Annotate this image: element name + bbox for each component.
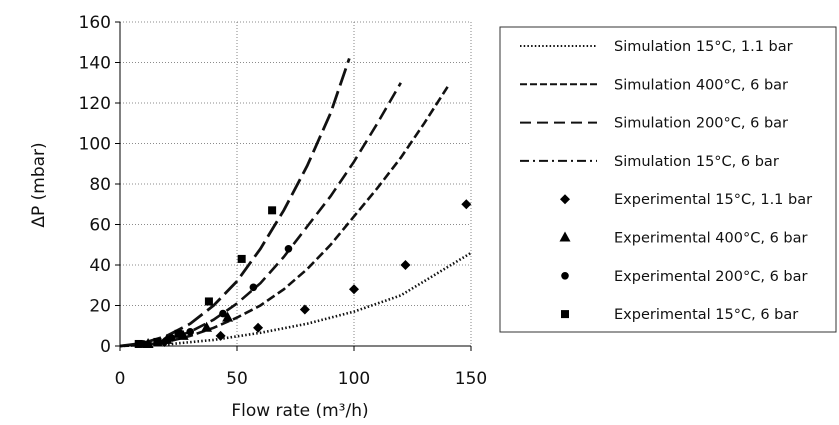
- y-axis-title: ΔP (mbar): [29, 142, 49, 227]
- legend-label: Experimental 400°C, 6 bar: [614, 231, 807, 247]
- data-point: [249, 283, 258, 292]
- series-2: [119, 86, 449, 348]
- grid: [120, 21, 472, 346]
- data-point: [237, 254, 246, 263]
- y-tick-label: 0: [100, 337, 111, 357]
- legend-entry: Simulation 400°C, 6 bar: [520, 77, 788, 93]
- axes: 0 20 40 60 80 100 120 140 160 0 50 100 150: [79, 13, 488, 389]
- y-tick-label: 140: [79, 54, 111, 74]
- x-axis-title: Flow rate (m³/h): [231, 401, 368, 421]
- y-tick-label: 20: [89, 297, 111, 317]
- data-point: [215, 330, 226, 341]
- data-point: [201, 321, 213, 332]
- y-tick-label: 120: [79, 94, 111, 114]
- series-line: [119, 86, 449, 348]
- x-tick-label: 100: [338, 369, 370, 389]
- legend-marker-swatch: [559, 231, 571, 242]
- data-point: [400, 260, 411, 270]
- data-point: [284, 245, 293, 253]
- data-point: [253, 322, 264, 333]
- legend: Simulation 15°C, 1.1 bar Simulation 400°C…: [499, 26, 837, 333]
- y-tick-label: 60: [89, 216, 111, 236]
- data-point: [219, 309, 227, 318]
- series-1: [119, 251, 472, 348]
- data-point: [134, 339, 143, 348]
- legend-label: Experimental 15°C, 1.1 bar: [614, 192, 812, 208]
- x-tick-label: 0: [115, 369, 126, 389]
- data-point: [461, 199, 472, 210]
- data-point: [186, 328, 194, 336]
- legend-label: Simulation 15°C, 1.1 bar: [614, 39, 793, 55]
- legend-marker-swatch: [561, 272, 569, 280]
- legend-marker-swatch: [561, 310, 569, 319]
- legend-label: Simulation 15°C, 6 bar: [614, 154, 779, 170]
- y-tick-label: 80: [89, 175, 111, 195]
- plot-series: [119, 57, 472, 348]
- series-line: [119, 251, 472, 348]
- legend-entry: Simulation 200°C, 6 bar: [520, 116, 788, 132]
- legend-label: Simulation 200°C, 6 bar: [614, 116, 788, 132]
- legend-entry: Simulation 15°C, 1.1 bar: [520, 39, 793, 55]
- y-tick-label: 100: [79, 135, 111, 155]
- legend-label: Experimental 15°C, 6 bar: [614, 307, 798, 323]
- y-tick-label: 160: [79, 13, 111, 33]
- legend-entry: Experimental 15°C, 1.1 bar: [560, 192, 812, 208]
- series-7: [139, 245, 293, 348]
- data-point: [204, 297, 213, 306]
- y-tick-label: 40: [89, 256, 111, 276]
- legend-marker-swatch: [560, 194, 570, 205]
- series-8: [134, 206, 277, 348]
- legend-label: Experimental 200°C, 6 bar: [614, 269, 807, 285]
- x-tick-label: 50: [226, 369, 248, 389]
- legend-box: [499, 26, 837, 333]
- data-point: [222, 311, 234, 322]
- legend-entry: Experimental 200°C, 6 bar: [561, 269, 807, 285]
- series-line: [119, 57, 351, 348]
- data-point: [161, 333, 173, 344]
- data-point: [167, 334, 176, 342]
- legend-entry: Experimental 400°C, 6 bar: [559, 231, 807, 247]
- data-point: [153, 337, 162, 346]
- data-point: [299, 304, 310, 315]
- legend-entry: Experimental 15°C, 6 bar: [561, 307, 798, 323]
- data-point: [349, 284, 359, 295]
- legend-label: Simulation 400°C, 6 bar: [614, 77, 788, 93]
- data-point: [174, 329, 183, 338]
- legend-entry: Simulation 15°C, 6 bar: [520, 154, 779, 170]
- x-tick-label: 150: [455, 369, 487, 389]
- data-point: [268, 206, 277, 215]
- series-4: [119, 57, 351, 348]
